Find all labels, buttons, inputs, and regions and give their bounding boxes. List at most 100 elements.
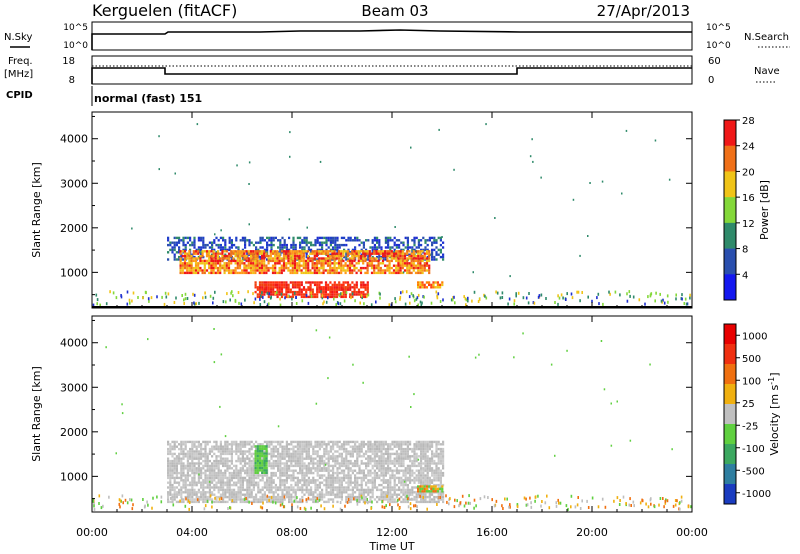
heatmap-cell xyxy=(376,445,379,448)
heatmap-cell xyxy=(301,452,304,456)
heatmap-cell xyxy=(362,266,365,270)
heatmap-cell xyxy=(349,462,352,465)
heatmap-cell xyxy=(305,479,308,482)
heatmap-cell xyxy=(179,257,182,260)
heatmap-cell xyxy=(217,450,220,453)
heatmap-cell xyxy=(256,295,259,299)
heatmap-cell xyxy=(422,455,425,458)
heatmap-cell xyxy=(384,498,387,501)
noise-cell xyxy=(522,296,525,300)
heatmap-cell xyxy=(384,495,387,499)
heatmap-cell xyxy=(366,262,369,265)
heatmap-cell xyxy=(442,462,445,465)
heatmap-cell xyxy=(182,467,185,470)
heatmap-cell xyxy=(411,491,414,494)
heatmap-cell xyxy=(316,479,319,482)
heatmap-cell xyxy=(316,286,319,289)
heatmap-cell xyxy=(289,262,292,265)
heatmap-cell xyxy=(276,254,279,258)
heatmap-cell xyxy=(329,254,332,258)
heatmap-cell xyxy=(417,469,420,472)
heatmap-cell xyxy=(171,476,174,480)
heatmap-cell xyxy=(180,447,183,451)
heatmap-cell xyxy=(191,491,194,494)
heatmap-cell xyxy=(417,281,420,284)
heatmap-cell xyxy=(360,455,363,458)
heatmap-cell xyxy=(400,488,403,492)
noise-cell xyxy=(674,499,677,502)
heatmap-cell xyxy=(351,257,354,260)
heatmap-cell xyxy=(376,239,379,242)
heatmap-cell xyxy=(415,486,418,489)
noise-cell xyxy=(411,497,413,501)
heatmap-cell xyxy=(422,457,425,460)
heatmap-cell xyxy=(362,452,365,456)
heatmap-cell xyxy=(285,486,288,489)
heatmap-cell xyxy=(356,455,359,458)
heatmap-cell xyxy=(175,464,178,468)
noise-cell xyxy=(689,293,691,297)
noise-cell xyxy=(170,496,172,500)
heatmap-cell xyxy=(421,269,424,272)
heatmap-cell xyxy=(219,447,222,451)
heatmap-cell xyxy=(347,493,350,496)
heatmap-cell xyxy=(321,445,324,448)
heatmap-cell xyxy=(186,464,189,468)
heatmap-cell xyxy=(272,243,275,247)
heatmap-cell xyxy=(274,250,277,253)
heatmap-cell xyxy=(323,483,326,487)
heatmap-cell xyxy=(167,457,170,460)
heatmap-cell xyxy=(265,452,268,455)
heatmap-cell xyxy=(378,467,381,470)
heatmap-cell xyxy=(191,462,194,465)
heatmap-cell xyxy=(291,283,295,287)
heatmap-cell xyxy=(439,493,442,496)
heatmap-cell xyxy=(181,266,184,270)
heatmap-cell xyxy=(329,286,332,289)
heatmap-cell xyxy=(421,283,424,287)
heatmap-cell xyxy=(365,248,368,252)
heatmap-cell xyxy=(399,271,402,275)
heatmap-cell xyxy=(347,479,350,482)
heatmap-cell xyxy=(355,290,358,294)
heatmap-cell xyxy=(204,474,207,477)
heatmap-cell xyxy=(294,281,297,284)
heatmap-cell xyxy=(217,459,220,463)
heatmap-cell xyxy=(239,479,242,482)
heatmap-cell xyxy=(406,259,409,263)
heatmap-cell xyxy=(294,440,297,444)
heatmap-cell xyxy=(274,257,277,260)
noise-cell xyxy=(186,297,189,300)
heatmap-cell xyxy=(343,471,346,475)
noise-cell xyxy=(388,303,391,307)
noise-cell xyxy=(105,302,108,306)
heatmap-cell xyxy=(241,269,244,272)
heatmap-cell xyxy=(294,476,297,480)
heatmap-cell xyxy=(424,447,427,451)
heatmap-cell xyxy=(294,457,297,460)
noise-cell xyxy=(193,293,196,297)
heatmap-cell xyxy=(206,481,209,484)
heatmap-cell xyxy=(245,264,248,267)
heatmap-cell xyxy=(236,266,239,270)
noise-cell xyxy=(363,302,365,306)
heatmap-cell xyxy=(366,266,369,270)
heatmap-cell xyxy=(300,257,303,260)
heatmap-cell xyxy=(356,457,359,460)
heatmap-cell xyxy=(417,476,420,480)
heatmap-cell xyxy=(376,455,379,458)
heatmap-cell xyxy=(437,500,440,504)
heatmap-cell xyxy=(183,259,187,263)
heatmap-cell xyxy=(414,259,418,263)
heatmap-cell xyxy=(333,281,336,284)
heatmap-cell xyxy=(215,236,218,240)
heatmap-cell xyxy=(241,467,244,470)
heatmap-cell xyxy=(199,257,202,260)
heatmap-cell xyxy=(285,488,288,492)
heatmap-cell xyxy=(272,493,275,496)
heatmap-cell xyxy=(431,481,434,484)
heatmap-cell xyxy=(272,455,275,458)
heatmap-cell xyxy=(261,293,264,296)
heatmap-cell xyxy=(424,452,427,456)
heatmap-cell xyxy=(373,269,376,272)
